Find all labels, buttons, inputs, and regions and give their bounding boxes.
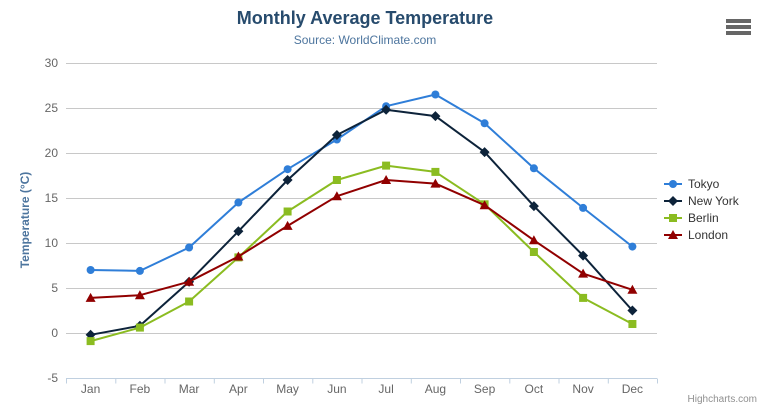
data-point-marker[interactable] xyxy=(86,337,95,346)
data-point-marker[interactable] xyxy=(86,266,95,274)
legend: Tokyo New York Berlin London xyxy=(663,175,739,243)
data-point-marker[interactable] xyxy=(668,195,678,206)
x-axis-label: May xyxy=(276,382,299,396)
x-axis-label: Sep xyxy=(473,382,496,396)
y-axis-title: Temperature (°C) xyxy=(18,171,32,269)
data-point-marker[interactable] xyxy=(431,167,440,176)
data-point-marker[interactable] xyxy=(529,248,538,256)
x-axis-label: Jun xyxy=(327,382,347,396)
data-point-marker[interactable] xyxy=(185,297,194,306)
data-point-marker[interactable] xyxy=(628,242,637,251)
x-axis-label: Dec xyxy=(621,382,644,396)
data-point-marker[interactable] xyxy=(332,176,341,184)
data-point-marker[interactable] xyxy=(282,220,293,230)
data-point-marker[interactable] xyxy=(283,165,292,174)
data-point-marker[interactable] xyxy=(135,266,144,275)
data-point-marker[interactable] xyxy=(430,111,441,122)
data-point-marker[interactable] xyxy=(331,191,342,201)
y-axis-label: 15 xyxy=(44,191,58,205)
data-point-marker[interactable] xyxy=(579,293,588,302)
context-menu-button[interactable] xyxy=(722,14,756,42)
data-point-marker[interactable] xyxy=(134,290,145,300)
legend-item-label: London xyxy=(688,227,729,242)
legend-marker-icon xyxy=(664,213,682,222)
x-axis-label: Aug xyxy=(424,382,447,396)
legend-item-tokyo[interactable]: Tokyo xyxy=(663,175,739,192)
x-axis-label: Nov xyxy=(572,382,594,396)
data-point-marker[interactable] xyxy=(578,268,589,278)
y-axis-label: -5 xyxy=(47,371,58,385)
x-axis-label: Apr xyxy=(229,382,248,396)
data-point-marker[interactable] xyxy=(628,320,637,328)
legend-item-london[interactable]: London xyxy=(663,226,739,243)
data-point-marker[interactable] xyxy=(382,161,391,170)
data-point-marker[interactable] xyxy=(185,243,194,252)
data-point-marker[interactable] xyxy=(528,201,539,212)
data-point-marker[interactable] xyxy=(135,323,144,332)
data-point-marker[interactable] xyxy=(479,200,490,210)
data-point-marker[interactable] xyxy=(528,235,539,245)
y-axis-label: 30 xyxy=(44,56,58,70)
data-point-marker[interactable] xyxy=(578,250,589,261)
legend-item-new-york[interactable]: New York xyxy=(663,192,739,209)
data-point-marker[interactable] xyxy=(233,226,244,237)
data-point-marker[interactable] xyxy=(381,104,392,115)
data-point-marker[interactable] xyxy=(85,292,96,302)
x-axis-label: Mar xyxy=(178,382,200,396)
data-point-marker[interactable] xyxy=(627,284,638,294)
data-point-marker[interactable] xyxy=(529,164,538,173)
data-point-marker[interactable] xyxy=(669,179,677,188)
y-axis-label: 25 xyxy=(44,101,58,115)
chart-subtitle: Source: WorldClimate.com xyxy=(293,33,437,47)
data-point-marker[interactable] xyxy=(579,203,588,212)
data-point-marker[interactable] xyxy=(430,178,441,188)
legend-item-label: Berlin xyxy=(688,210,719,225)
data-point-marker[interactable] xyxy=(331,130,342,140)
x-axis-label: Feb xyxy=(129,382,151,396)
data-point-marker[interactable] xyxy=(669,213,677,222)
legend-item-berlin[interactable]: Berlin xyxy=(663,209,739,226)
legend-marker-icon xyxy=(664,229,682,239)
legend-marker-icon xyxy=(664,179,682,188)
hamburger-icon xyxy=(726,19,752,35)
data-point-marker[interactable] xyxy=(381,175,392,184)
legend-item-label: Tokyo xyxy=(688,176,720,191)
series-line xyxy=(90,93,634,272)
data-point-marker[interactable] xyxy=(283,207,292,216)
data-point-marker[interactable] xyxy=(431,90,440,99)
series-line xyxy=(90,179,633,299)
x-axis-label: Jul xyxy=(378,382,394,396)
x-axis-label: Oct xyxy=(524,382,544,396)
y-axis-label: 5 xyxy=(51,281,58,295)
data-point-marker[interactable] xyxy=(282,175,293,185)
data-point-marker[interactable] xyxy=(668,229,678,239)
y-axis-label: 10 xyxy=(44,236,58,250)
data-point-marker[interactable] xyxy=(184,276,195,286)
y-axis-label: 20 xyxy=(44,146,58,160)
series-line xyxy=(90,108,634,336)
data-point-marker[interactable] xyxy=(233,251,244,261)
data-point-marker[interactable] xyxy=(234,198,243,207)
data-point-marker[interactable] xyxy=(627,305,638,316)
legend-marker-icon xyxy=(664,195,682,206)
data-point-marker[interactable] xyxy=(480,119,489,128)
x-axis-label: Jan xyxy=(80,382,101,396)
legend-item-label: New York xyxy=(688,193,739,208)
data-point-marker[interactable] xyxy=(479,147,490,158)
credits-link[interactable]: Highcharts.com xyxy=(687,394,757,405)
y-axis-label: 0 xyxy=(51,326,58,340)
chart-title: Monthly Average Temperature xyxy=(236,8,494,28)
series-line xyxy=(90,164,633,343)
